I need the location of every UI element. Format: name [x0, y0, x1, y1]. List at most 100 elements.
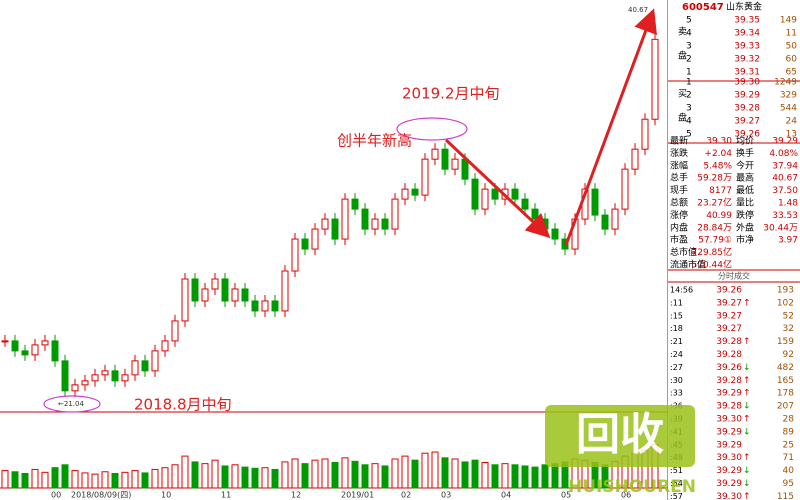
highlight-ellipse — [43, 395, 101, 413]
trend-arrow — [444, 138, 551, 239]
candle — [511, 188, 519, 200]
candle — [181, 278, 189, 322]
volume-bar — [121, 471, 129, 489]
volume-bar — [71, 470, 79, 489]
book-cell: 65 — [786, 68, 797, 78]
trade-vol: 92 — [783, 350, 794, 360]
watermark: 回收 HUISHOUREN — [545, 405, 696, 497]
volume-bar — [441, 457, 449, 489]
volume-bar — [201, 463, 209, 489]
volume-bar — [371, 463, 379, 489]
volume-bar — [161, 467, 169, 489]
watermark-logo: 回收 — [576, 409, 664, 460]
volume-bar — [191, 461, 199, 489]
candle — [61, 360, 69, 392]
x-tick-label: 00 — [51, 491, 61, 500]
trade-price: 39.27 — [716, 311, 742, 321]
stock-name: 山东黄金 — [726, 1, 762, 13]
book-cell: 13 — [786, 130, 797, 140]
book-cell: 149 — [780, 16, 797, 26]
trade-vol: 32 — [783, 324, 794, 334]
stat-cell: 总额 — [670, 197, 688, 209]
watermark-box — [545, 405, 695, 467]
stat-cell: 37.94 — [772, 161, 798, 171]
stat-cell: 总市值 — [670, 246, 697, 258]
candle — [481, 188, 489, 210]
volume-bar — [31, 468, 39, 489]
candle — [421, 158, 429, 196]
volume-bar — [101, 471, 109, 489]
x-tick-label: 05 — [561, 491, 571, 500]
trade-time: :57 — [670, 492, 683, 500]
trade-time: :33 — [670, 389, 683, 398]
trade-time: 14:56 — [670, 286, 693, 295]
trade-vol: 89 — [783, 427, 795, 437]
x-tick-label: 12 — [291, 491, 301, 500]
stat-cell: 28.84万 — [697, 223, 732, 233]
candle — [611, 208, 619, 230]
volume-bar — [11, 471, 19, 489]
trade-price: 39.28 — [716, 350, 742, 360]
book-cell: 39.29 — [734, 91, 760, 101]
stat-cell: 729.85亿 — [692, 246, 733, 258]
stat-cell: 最高 — [736, 172, 754, 184]
trade-vol: 178 — [777, 389, 794, 399]
x-tick-label: 10 — [161, 491, 171, 500]
trade-price: 39.29 — [716, 427, 742, 437]
x-tick-label: 2019/01 — [341, 491, 374, 500]
stat-cell: 总手 — [670, 172, 688, 184]
book-cell: 39.30 — [734, 78, 760, 88]
candle — [631, 148, 639, 170]
book-cell: 60 — [786, 55, 798, 65]
volume-bar — [541, 464, 549, 489]
x-tick-label: 06 — [621, 491, 631, 500]
candle — [281, 270, 289, 312]
trade-dir: ↑ — [743, 376, 751, 386]
book-cell: 39.28 — [734, 104, 760, 114]
candle — [261, 300, 269, 312]
stat-cell: 39.30 — [706, 137, 732, 147]
book-cell: 11 — [786, 29, 797, 39]
stat-cell: 40.67 — [772, 174, 798, 184]
candle — [211, 278, 219, 290]
candle — [441, 148, 449, 170]
trade-dir: ↓ — [743, 402, 751, 412]
candle — [251, 300, 259, 312]
book-cell: 5 — [686, 16, 692, 26]
trade-vol: 207 — [777, 402, 794, 412]
candle — [291, 238, 299, 272]
candle — [151, 350, 159, 372]
trade-time: :51 — [670, 466, 683, 475]
trade-price: 39.30 — [716, 453, 742, 463]
trade-vol: 25 — [783, 440, 794, 450]
trade-price: 39.30 — [716, 415, 742, 425]
candle — [381, 218, 389, 230]
trade-time: :21 — [670, 337, 683, 346]
stat-cell: 1.48 — [778, 199, 798, 209]
stock-code: 600547 — [682, 2, 724, 13]
volume-bar — [461, 461, 469, 489]
candle — [191, 278, 199, 302]
stat-cell: 37.50 — [772, 186, 798, 196]
volume-bar — [421, 452, 429, 489]
trade-price: 39.29 — [716, 389, 742, 399]
trade-dir: ↓ — [743, 363, 751, 373]
chart-layer: 00 2018/08/09(四) 10 11 12 2019/01 02 03 04 05 06 — [1, 33, 659, 500]
volume-bar — [211, 459, 219, 489]
trade-dir: ↓ — [743, 466, 751, 476]
candle — [71, 384, 79, 392]
stat-cell: 8177 — [709, 186, 732, 196]
stat-cell: 市盈 — [670, 234, 688, 246]
trade-price: 39.29 — [716, 466, 742, 476]
candle — [81, 380, 89, 386]
volume-bar — [391, 458, 399, 489]
volume-bar — [251, 467, 259, 489]
candle — [301, 238, 309, 250]
trade-dir: ↑ — [743, 298, 751, 308]
trade-time: :54 — [670, 479, 683, 488]
candle — [271, 300, 279, 312]
candle — [601, 214, 609, 230]
book-cell: 39.27 — [734, 117, 760, 127]
volume-bar — [111, 473, 119, 489]
